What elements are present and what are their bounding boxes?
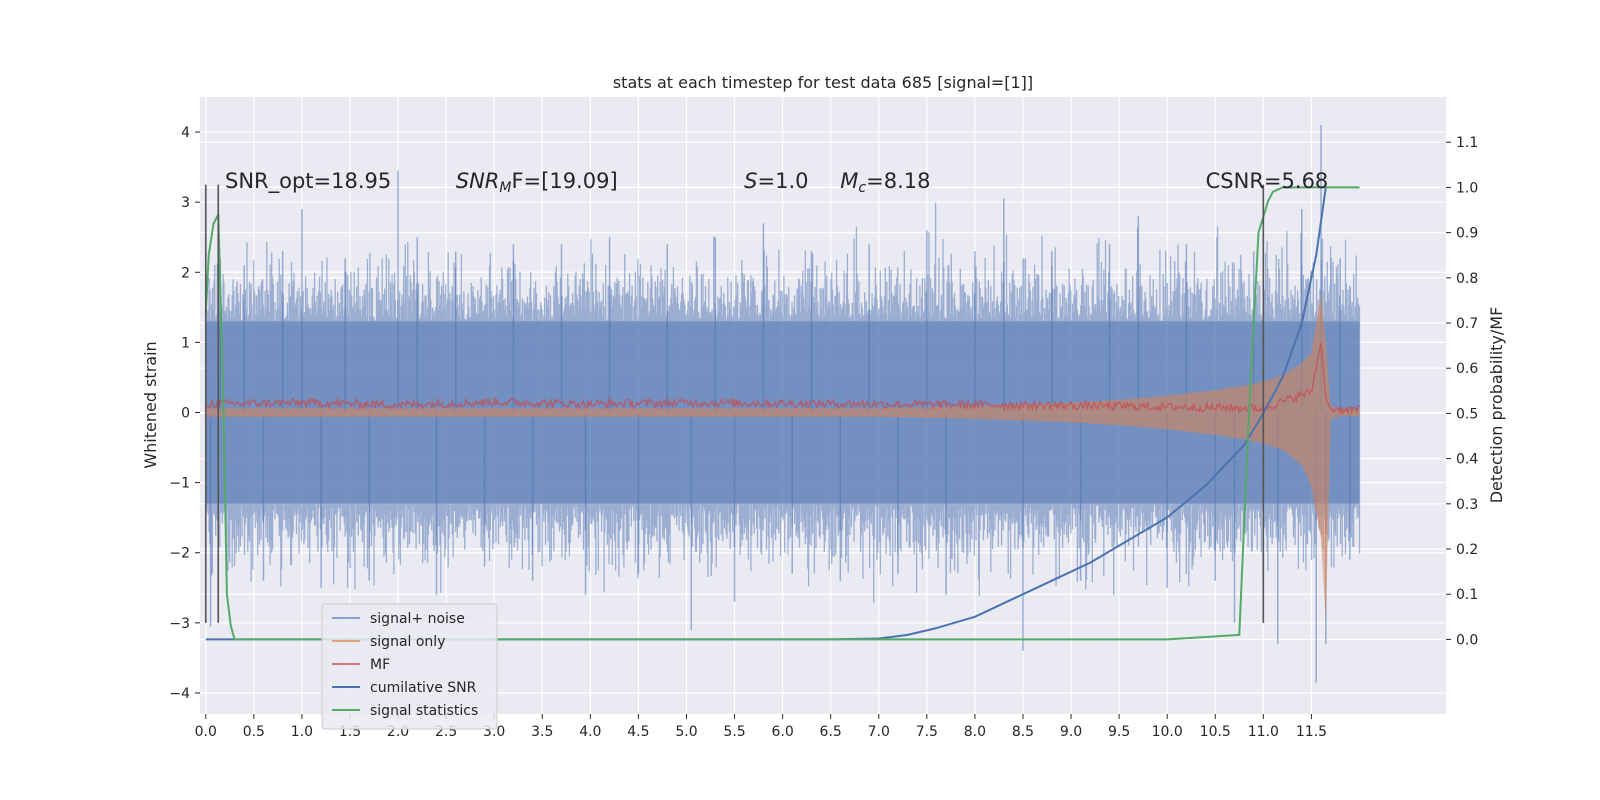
y2-tick-label: 0.2	[1456, 542, 1478, 558]
annotation-text: SNRMF=[19.09]	[456, 169, 618, 196]
y2-tick-label: 0.1	[1456, 587, 1478, 603]
annotation-text: CSNR=5.68	[1206, 169, 1329, 193]
y-tick-label: 1	[181, 335, 190, 351]
y-tick-label: 0	[181, 406, 190, 422]
y2-tick-label: 1.1	[1456, 135, 1478, 151]
x-axis: 0.0 0.5 1.0 1.5 2.0 2.5 3.0 3.5 4.0 4.5 5.0 5.5 6.0 6…	[195, 714, 1327, 740]
y-tick-label: −2	[169, 546, 190, 562]
x-tick-label: 10.5	[1200, 724, 1231, 740]
x-tick-label: 4.5	[627, 724, 649, 740]
y2-tick-label: 0.4	[1456, 452, 1478, 468]
y-tick-label: −3	[169, 616, 190, 632]
y-axis-right: 0.0 0.1 0.2 0.3 0.4 0.5 0.6 0.7 0.8 0.9 1.0 1.1	[1446, 135, 1478, 648]
y2-axis-label: Detection probability/MF	[1487, 307, 1506, 504]
x-tick-label: 0.0	[195, 724, 217, 740]
legend-label: signal only	[370, 634, 445, 650]
y-tick-label: 4	[181, 125, 190, 141]
x-tick-label: 9.5	[1108, 724, 1130, 740]
y-tick-label: 2	[181, 265, 190, 281]
x-tick-label: 4.0	[579, 724, 601, 740]
x-tick-label: 6.0	[771, 724, 793, 740]
legend: signal+ noise signal only MF cumilative SNR…	[321, 603, 498, 730]
x-tick-label: 6.5	[820, 724, 842, 740]
x-tick-label: 0.5	[243, 724, 265, 740]
y2-tick-label: 0.5	[1456, 406, 1478, 422]
y-tick-label: −1	[169, 476, 190, 492]
annotation-text: S=1.0	[744, 169, 808, 193]
x-tick-label: 11.0	[1248, 724, 1279, 740]
chart-title: stats at each timestep for test data 685…	[613, 73, 1033, 92]
x-tick-label: 8.0	[964, 724, 986, 740]
x-tick-label: 8.5	[1012, 724, 1034, 740]
x-tick-label: 9.0	[1060, 724, 1082, 740]
series-layer	[204, 125, 1361, 683]
annotation-text: SNR_opt=18.95	[225, 169, 391, 194]
y2-tick-label: 0.8	[1456, 271, 1478, 287]
x-tick-label: 7.5	[916, 724, 938, 740]
series-mf	[205, 342, 1360, 416]
legend-label: MF	[370, 657, 390, 673]
x-tick-label: 5.0	[675, 724, 697, 740]
annotation-text: Mc=8.18	[840, 169, 930, 196]
legend-label: signal+ noise	[370, 611, 465, 627]
y-tick-label: −4	[169, 686, 190, 702]
annotations: SNR_opt=18.95 SNRMF=[19.09] S=1.0 Mc=8.18 CS…	[225, 169, 1328, 196]
y2-tick-label: 0.0	[1456, 632, 1478, 648]
legend-label: cumilative SNR	[370, 680, 477, 696]
legend-box	[321, 603, 498, 730]
vertical-markers	[204, 184, 1265, 623]
y-axis-left: −4 −3 −2 −1 0 1 2 3 4	[169, 125, 200, 702]
y-axis-label: Whitened strain	[141, 341, 160, 468]
x-tick-label: 5.5	[723, 724, 745, 740]
y2-tick-label: 0.7	[1456, 316, 1478, 332]
x-tick-label: 1.0	[291, 724, 313, 740]
legend-label: signal statistics	[370, 703, 478, 719]
y2-tick-label: 1.0	[1456, 180, 1478, 196]
y2-tick-label: 0.9	[1456, 226, 1478, 242]
y2-tick-label: 0.6	[1456, 361, 1478, 377]
x-tick-label: 10.0	[1152, 724, 1183, 740]
x-tick-label: 7.0	[868, 724, 890, 740]
y2-tick-label: 0.3	[1456, 497, 1478, 513]
y-tick-label: 3	[181, 195, 190, 211]
x-tick-label: 11.5	[1296, 724, 1327, 740]
x-tick-label: 3.5	[531, 724, 553, 740]
